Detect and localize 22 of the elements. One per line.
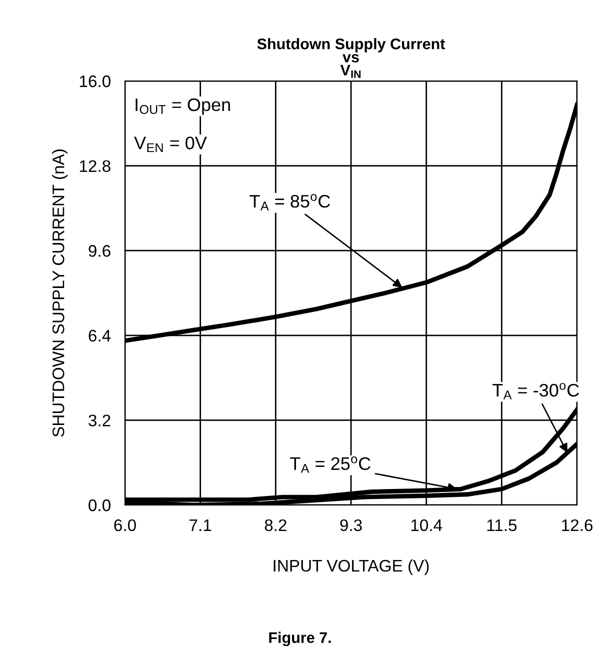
chart-title: Shutdown Supply Current vs V$_{IN}$ [257,38,446,78]
y-tick-label: 16.0 [80,75,110,88]
x-tick-label: 8.2 [264,519,286,532]
annotation: I$_{OUT}$ = Open [136,98,230,115]
x-axis-title: INPUT VOLTAGE (V) [274,559,429,575]
x-tick-label: 6.0 [114,519,136,532]
y-tick-label: 12.8 [80,160,110,172]
annotation: T$_{A}$ = -30$^{o}$C [492,382,579,400]
y-axis-title: SHUTDOWN SUPPLY CURRENT (nA) [52,150,68,437]
y-tick-label: 9.6 [88,245,110,257]
x-tick-label: 9.3 [340,519,362,532]
caption: Figure 7. [269,632,331,646]
x-tick-label: 10.4 [411,519,442,532]
y-tick-label: 0.0 [88,499,110,512]
y-tick-label: 3.2 [88,414,110,426]
annotation: T$_{A}$ = 85$^{o}$C [250,194,330,210]
x-tick-label: 12.6 [562,519,592,532]
annotation: T$_{A}$ = 25$^{o}$C [290,456,370,473]
y-tick-label: 6.4 [88,330,111,342]
annotation: V$_{EN}$ = 0V [134,136,207,152]
x-tick-label: 11.5 [487,520,517,532]
x-tick-label: 7.1 [190,520,212,531]
